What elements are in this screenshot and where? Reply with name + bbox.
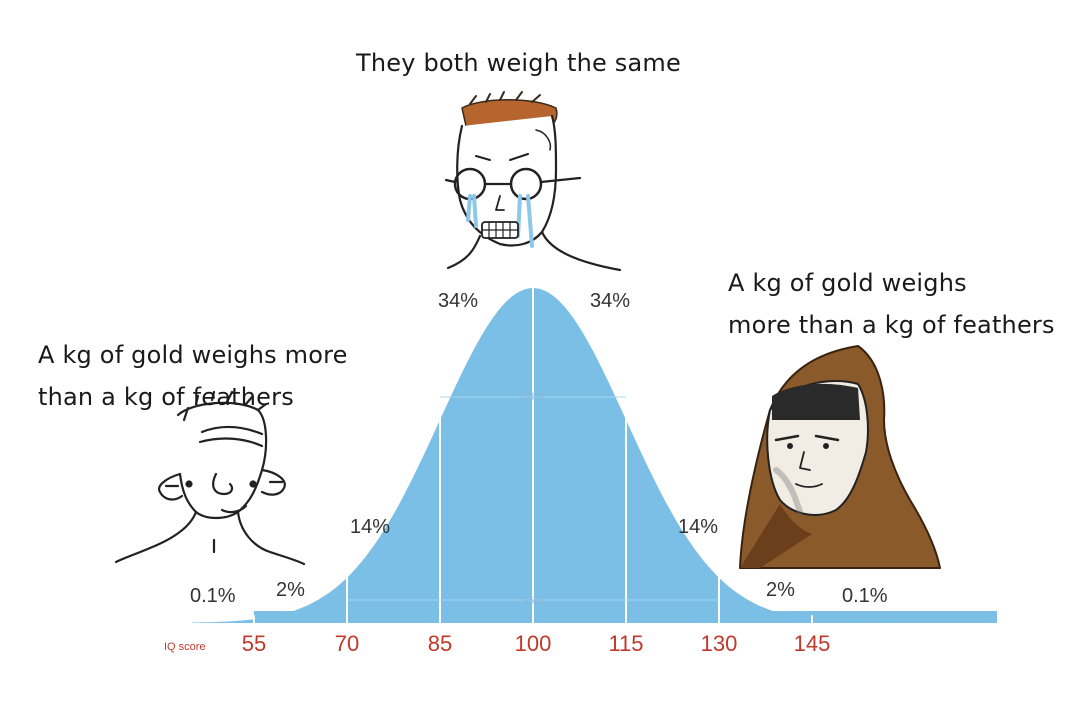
- band-label-95: 95%: [522, 595, 544, 607]
- x-axis-title: IQ score: [164, 641, 206, 653]
- caption-left-line-1: A kg of gold weighs more: [38, 341, 348, 369]
- segment-label: 14%: [350, 516, 390, 538]
- caption-left-line-2: than a kg of feathers: [38, 383, 294, 411]
- crying-glasses-wojak-icon: [444, 91, 622, 272]
- label-layer: 0.1% 2% 14% 34% 34% 14% 2% 0.1% 68% 95% IQ score 55…: [164, 290, 888, 656]
- bell-curve: [192, 288, 905, 623]
- segment-label: 34%: [438, 290, 478, 312]
- x-tick-label: 145: [794, 631, 831, 656]
- segment-label: 34%: [590, 290, 630, 312]
- caption-top: They both weigh the same: [356, 49, 681, 77]
- segment-label: 2%: [766, 579, 795, 601]
- band-label-68: 68%: [522, 391, 544, 403]
- caption-right: A kg of gold weighs more than a kg of fe…: [728, 262, 1055, 346]
- segment-label: 0.1%: [190, 585, 236, 607]
- segment-label: 14%: [678, 516, 718, 538]
- wojak-low-iq-icon: [114, 390, 306, 566]
- caption-left: A kg of gold weighs more than a kg of fe…: [38, 334, 348, 418]
- x-tick-label: 115: [608, 631, 643, 656]
- x-tick-label: 100: [515, 631, 552, 656]
- caption-right-line-2: more than a kg of feathers: [728, 311, 1055, 339]
- x-tick-label: 130: [701, 631, 738, 656]
- segment-label: 2%: [276, 579, 305, 601]
- x-tick-label: 70: [335, 631, 359, 656]
- x-tick-label: 85: [428, 631, 452, 656]
- curve-layer: [192, 284, 997, 623]
- hooded-monk-icon: [739, 345, 941, 569]
- x-tick-label: 55: [242, 631, 266, 656]
- caption-right-line-1: A kg of gold weighs: [728, 269, 967, 297]
- segment-label: 0.1%: [842, 585, 888, 607]
